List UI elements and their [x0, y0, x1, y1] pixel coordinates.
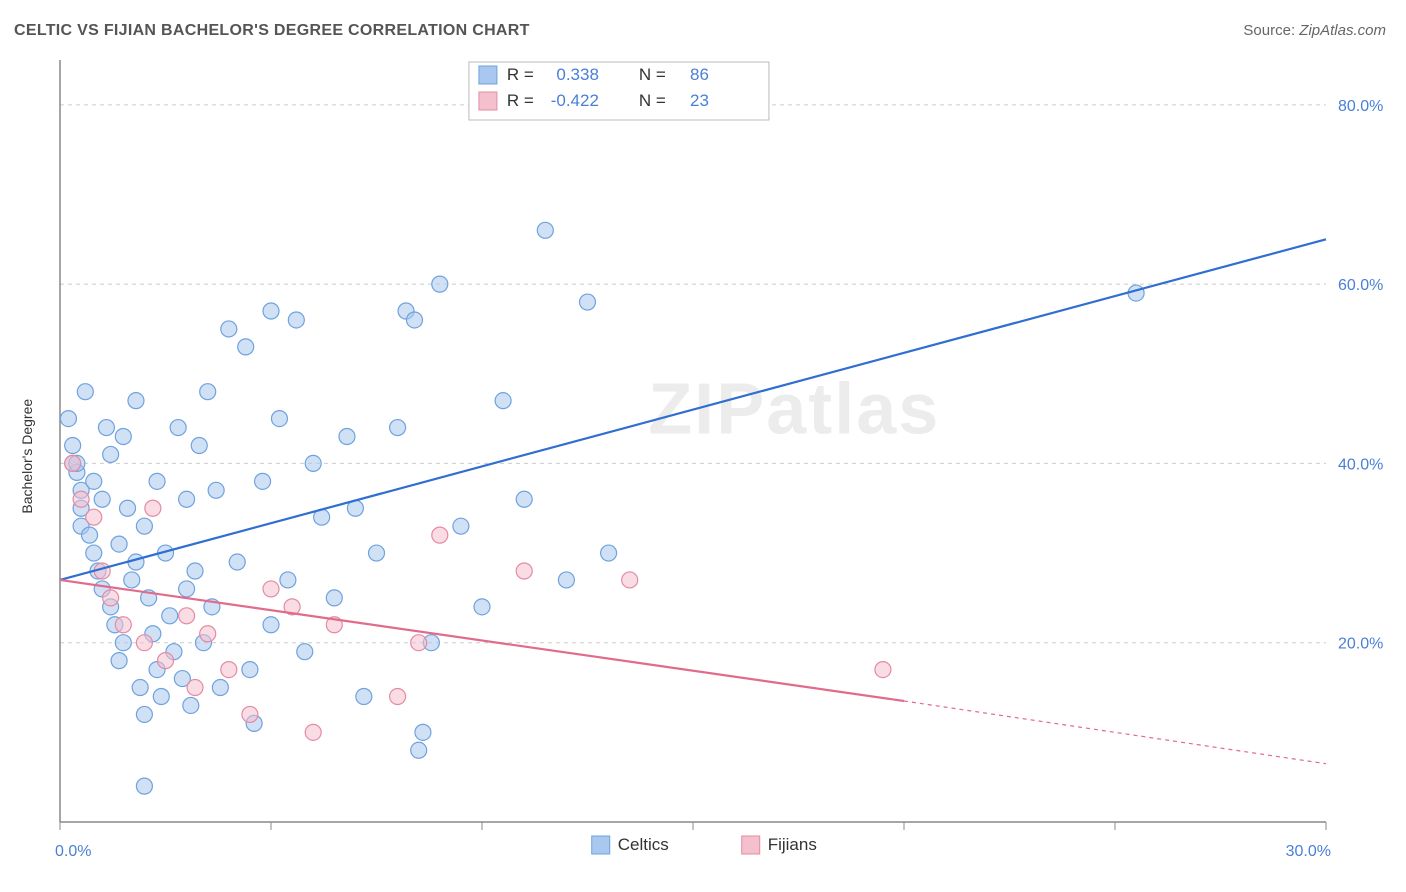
svg-text:30.0%: 30.0% [1286, 843, 1331, 860]
svg-text:Celtics: Celtics [618, 835, 669, 854]
source-attribution: Source: ZipAtlas.com [1243, 22, 1386, 39]
svg-text:20.0%: 20.0% [1338, 636, 1383, 653]
chart-area: 20.0% 40.0% 60.0% 80.0% 0.0% 30.0% Bachelor's … [10, 50, 1396, 882]
svg-text:60.0%: 60.0% [1338, 277, 1383, 294]
svg-text:R =: R = [507, 91, 534, 110]
svg-text:R =: R = [507, 65, 534, 84]
svg-text:-0.422: -0.422 [551, 91, 599, 110]
svg-text:86: 86 [690, 65, 709, 84]
svg-text:Bachelor's Degree: Bachelor's Degree [19, 399, 35, 514]
svg-text:40.0%: 40.0% [1338, 456, 1383, 473]
svg-text:0.338: 0.338 [556, 65, 599, 84]
svg-text:80.0%: 80.0% [1338, 98, 1383, 115]
svg-text:N =: N = [639, 65, 666, 84]
svg-text:N =: N = [639, 91, 666, 110]
svg-text:Fijians: Fijians [768, 835, 817, 854]
svg-text:23: 23 [690, 91, 709, 110]
scatter-chart: 20.0% 40.0% 60.0% 80.0% 0.0% 30.0% Bachelor's … [10, 50, 1396, 882]
source-label: Source: [1243, 22, 1295, 39]
chart-title: CELTIC VS FIJIAN BACHELOR'S DEGREE CORRE… [14, 22, 530, 40]
source-value: ZipAtlas.com [1299, 22, 1386, 39]
svg-text:0.0%: 0.0% [55, 843, 91, 860]
